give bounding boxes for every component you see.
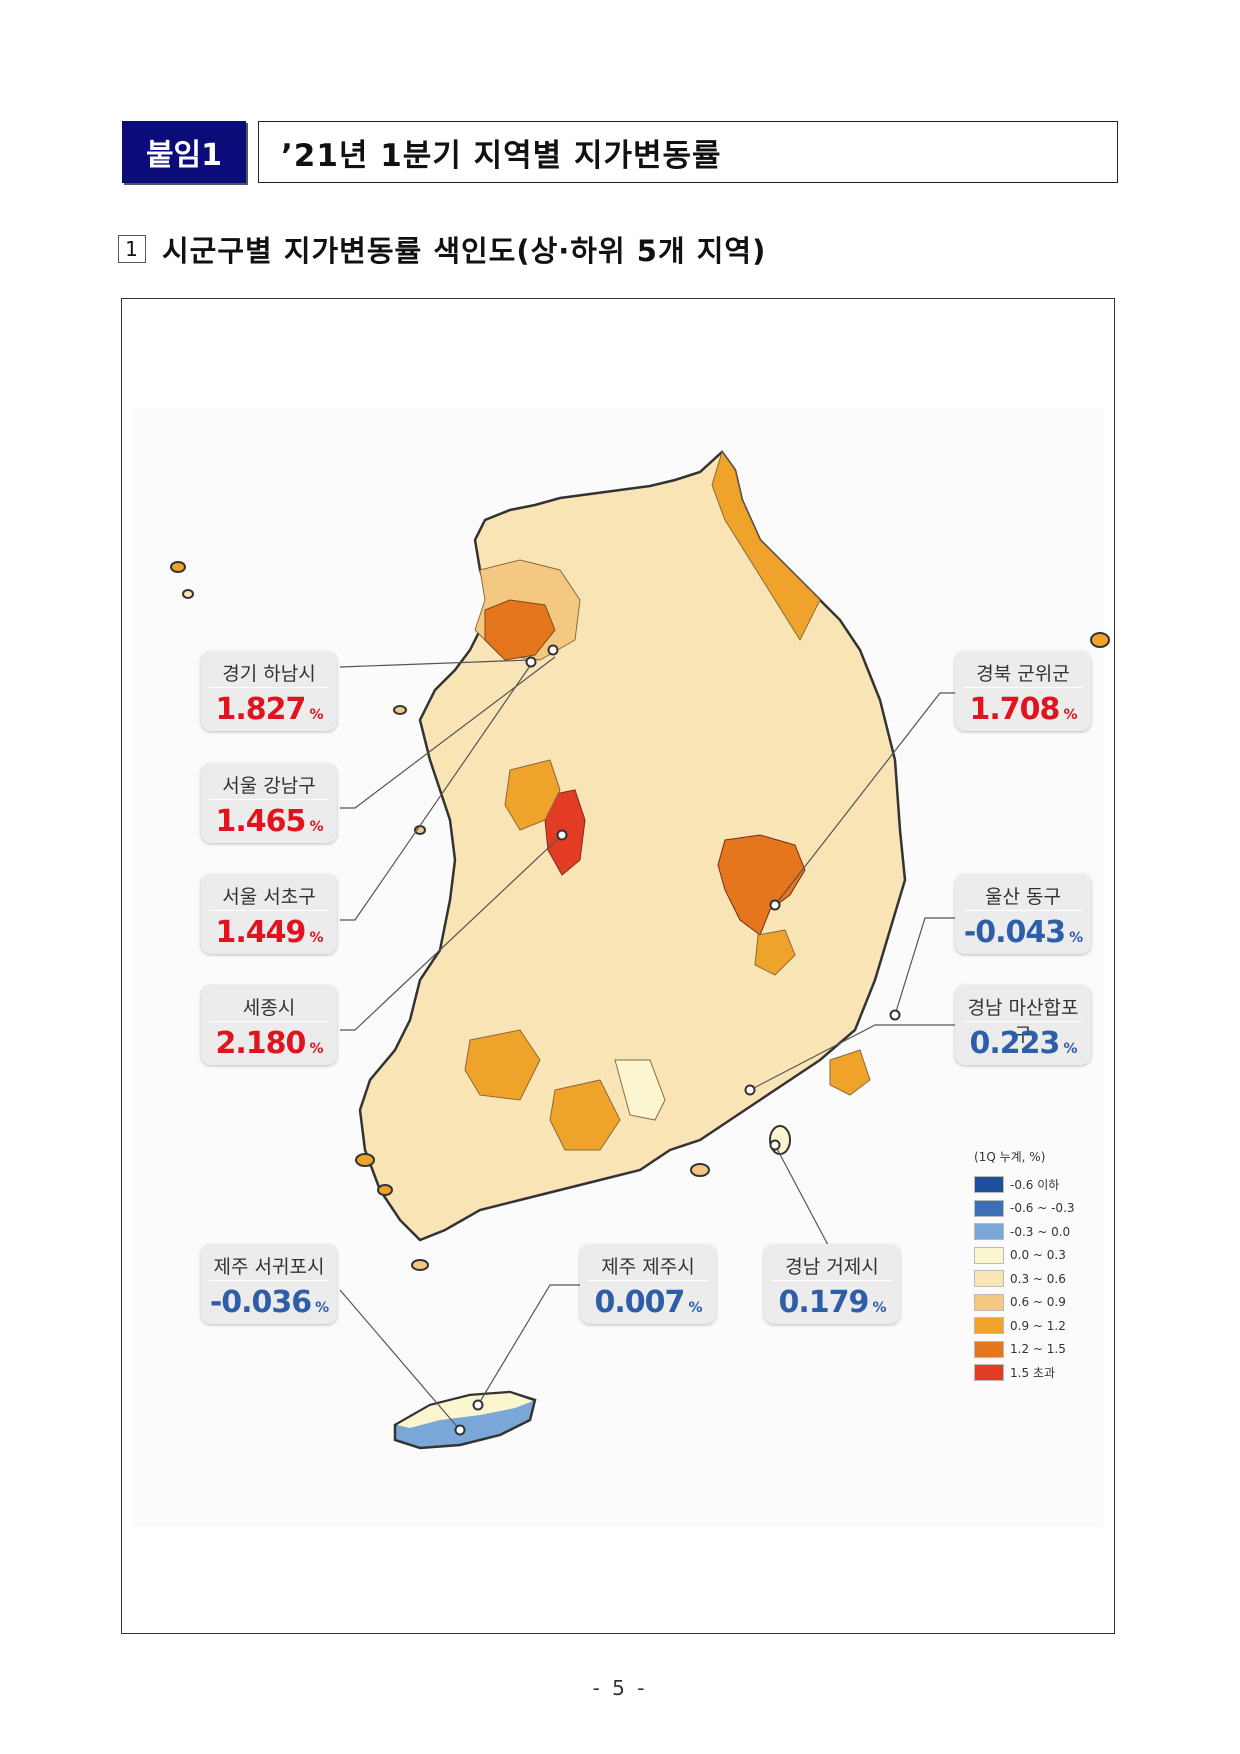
callout-value: 0.179 (778, 1285, 870, 1320)
legend-label: 1.5 초과 (1010, 1366, 1055, 1381)
page-title: ’21년 1분기 지역별 지가변동률 (258, 121, 1118, 183)
legend-swatch (974, 1293, 1004, 1311)
gunwi-region (717, 834, 806, 936)
jeju-north (397, 1393, 533, 1428)
legend-item: -0.3 ~ 0.0 (974, 1220, 1075, 1244)
west-coast-island (393, 705, 407, 715)
callout-seocho: 서울 서초구 1.449% (201, 874, 337, 954)
callout-unit: % (309, 707, 323, 723)
callout-region-name: 경기 하남시 (209, 659, 329, 688)
callout-seogwipo: 제주 서귀포시 -0.036% (201, 1244, 337, 1324)
callout-unit: % (1069, 930, 1083, 946)
west-sea-island (182, 589, 194, 599)
callout-unit: % (1063, 1041, 1077, 1057)
legend-swatch (974, 1317, 1004, 1335)
southwest-island (377, 1184, 393, 1196)
appendix-tag: 붙임1 (122, 121, 246, 183)
legend-swatch (974, 1223, 1004, 1241)
callout-ulsan-donggu: 울산 동구 -0.043% (955, 874, 1091, 954)
section-number: 1 (118, 235, 146, 263)
legend-swatch (974, 1364, 1004, 1382)
legend-item: 1.2 ~ 1.5 (974, 1338, 1075, 1362)
legend-label: -0.3 ~ 0.0 (1010, 1224, 1071, 1239)
southwest-island (355, 1153, 375, 1167)
legend-label: 0.0 ~ 0.3 (1010, 1248, 1066, 1263)
callout-region-name: 경남 거제시 (772, 1252, 892, 1281)
callout-unit: % (872, 1300, 886, 1316)
legend-item: 0.3 ~ 0.6 (974, 1267, 1075, 1291)
chungcheong-region (504, 759, 561, 831)
legend-swatch (974, 1199, 1004, 1217)
callout-unit: % (309, 1041, 323, 1057)
callout-value: 2.180 (215, 1026, 307, 1061)
callout-region-name: 서울 강남구 (209, 771, 329, 800)
legend-item: 1.5 초과 (974, 1361, 1075, 1385)
legend-label: 0.3 ~ 0.6 (1010, 1271, 1066, 1286)
map-frame (121, 298, 1115, 1634)
callout-gunwi: 경북 군위군 1.708% (955, 651, 1091, 731)
callout-unit: % (315, 1300, 329, 1316)
legend-label: -0.6 이하 (1010, 1178, 1060, 1193)
callout-region-name: 울산 동구 (963, 882, 1083, 911)
callout-masanhappo: 경남 마산합포구 0.223% (955, 985, 1091, 1065)
callout-region-name: 경남 마산합포구 (963, 993, 1083, 1046)
callout-unit: % (309, 930, 323, 946)
callout-value: 0.223 (969, 1026, 1061, 1061)
callout-value: 1.449 (215, 915, 307, 950)
legend-item: -0.6 ~ -0.3 (974, 1197, 1075, 1221)
legend-label: 1.2 ~ 1.5 (1010, 1342, 1066, 1357)
region-markers (454, 644, 901, 1436)
legend-swatch (974, 1176, 1004, 1194)
seoul-metro-region (484, 599, 556, 661)
legend-item: 0.9 ~ 1.2 (974, 1314, 1075, 1338)
callout-hanam: 경기 하남시 1.827% (201, 651, 337, 731)
section-title: 시군구별 지가변동률 색인도(상·하위 5개 지역) (162, 234, 767, 268)
gangwon-east-coast-region (711, 450, 821, 642)
callout-unit: % (688, 1300, 702, 1316)
southwest-island (411, 1259, 429, 1271)
callout-region-name: 세종시 (209, 993, 329, 1022)
callout-value: 1.708 (969, 692, 1061, 727)
callout-unit: % (309, 819, 323, 835)
section-heading: 1 시군구별 지가변동률 색인도(상·하위 5개 지역) (118, 228, 766, 270)
callout-gangnam: 서울 강남구 1.465% (201, 763, 337, 843)
callout-region-name: 서울 서초구 (209, 882, 329, 911)
legend-item: -0.6 이하 (974, 1173, 1075, 1197)
map-legend: (1Q 누계, %) -0.6 이하 -0.6 ~ -0.3 -0.3 ~ 0.0 0… (974, 1148, 1075, 1385)
legend-item: 0.6 ~ 0.9 (974, 1291, 1075, 1315)
callout-region-name: 경북 군위군 (963, 659, 1083, 688)
south-island (690, 1163, 710, 1177)
mainland-korea (358, 450, 907, 1242)
callout-value: -0.036 (209, 1285, 312, 1320)
legend-swatch (974, 1270, 1004, 1288)
ulleungdo-island (1090, 632, 1110, 648)
legend-label: 0.6 ~ 0.9 (1010, 1295, 1066, 1310)
callout-sejong: 세종시 2.180% (201, 985, 337, 1065)
page-number: - 5 - (592, 1676, 648, 1700)
jeolla-north-region (464, 1029, 541, 1101)
callout-geoje: 경남 거제시 0.179% (764, 1244, 900, 1324)
callout-jeju-city: 제주 제주시 0.007% (580, 1244, 716, 1324)
legend-swatch (974, 1246, 1004, 1264)
gyeongnam-west-region (614, 1059, 666, 1121)
legend-label: -0.6 ~ -0.3 (1010, 1201, 1075, 1216)
legend-label: 0.9 ~ 1.2 (1010, 1318, 1066, 1333)
legend-item: 0.0 ~ 0.3 (974, 1244, 1075, 1268)
callout-value: -0.043 (963, 915, 1066, 950)
legend-title: (1Q 누계, %) (974, 1150, 1046, 1164)
west-sea-island (170, 561, 186, 573)
busan-region (829, 1049, 871, 1096)
daegu-region (754, 929, 796, 976)
leader-lines (339, 656, 955, 1431)
callout-value: 0.007 (594, 1285, 686, 1320)
callout-unit: % (1063, 707, 1077, 723)
callout-region-name: 제주 서귀포시 (209, 1252, 329, 1281)
callout-value: 1.465 (215, 804, 307, 839)
callout-region-name: 제주 제주시 (588, 1252, 708, 1281)
jeolla-south-region (549, 1079, 621, 1151)
callout-value: 1.827 (215, 692, 307, 727)
legend-swatch (974, 1340, 1004, 1358)
